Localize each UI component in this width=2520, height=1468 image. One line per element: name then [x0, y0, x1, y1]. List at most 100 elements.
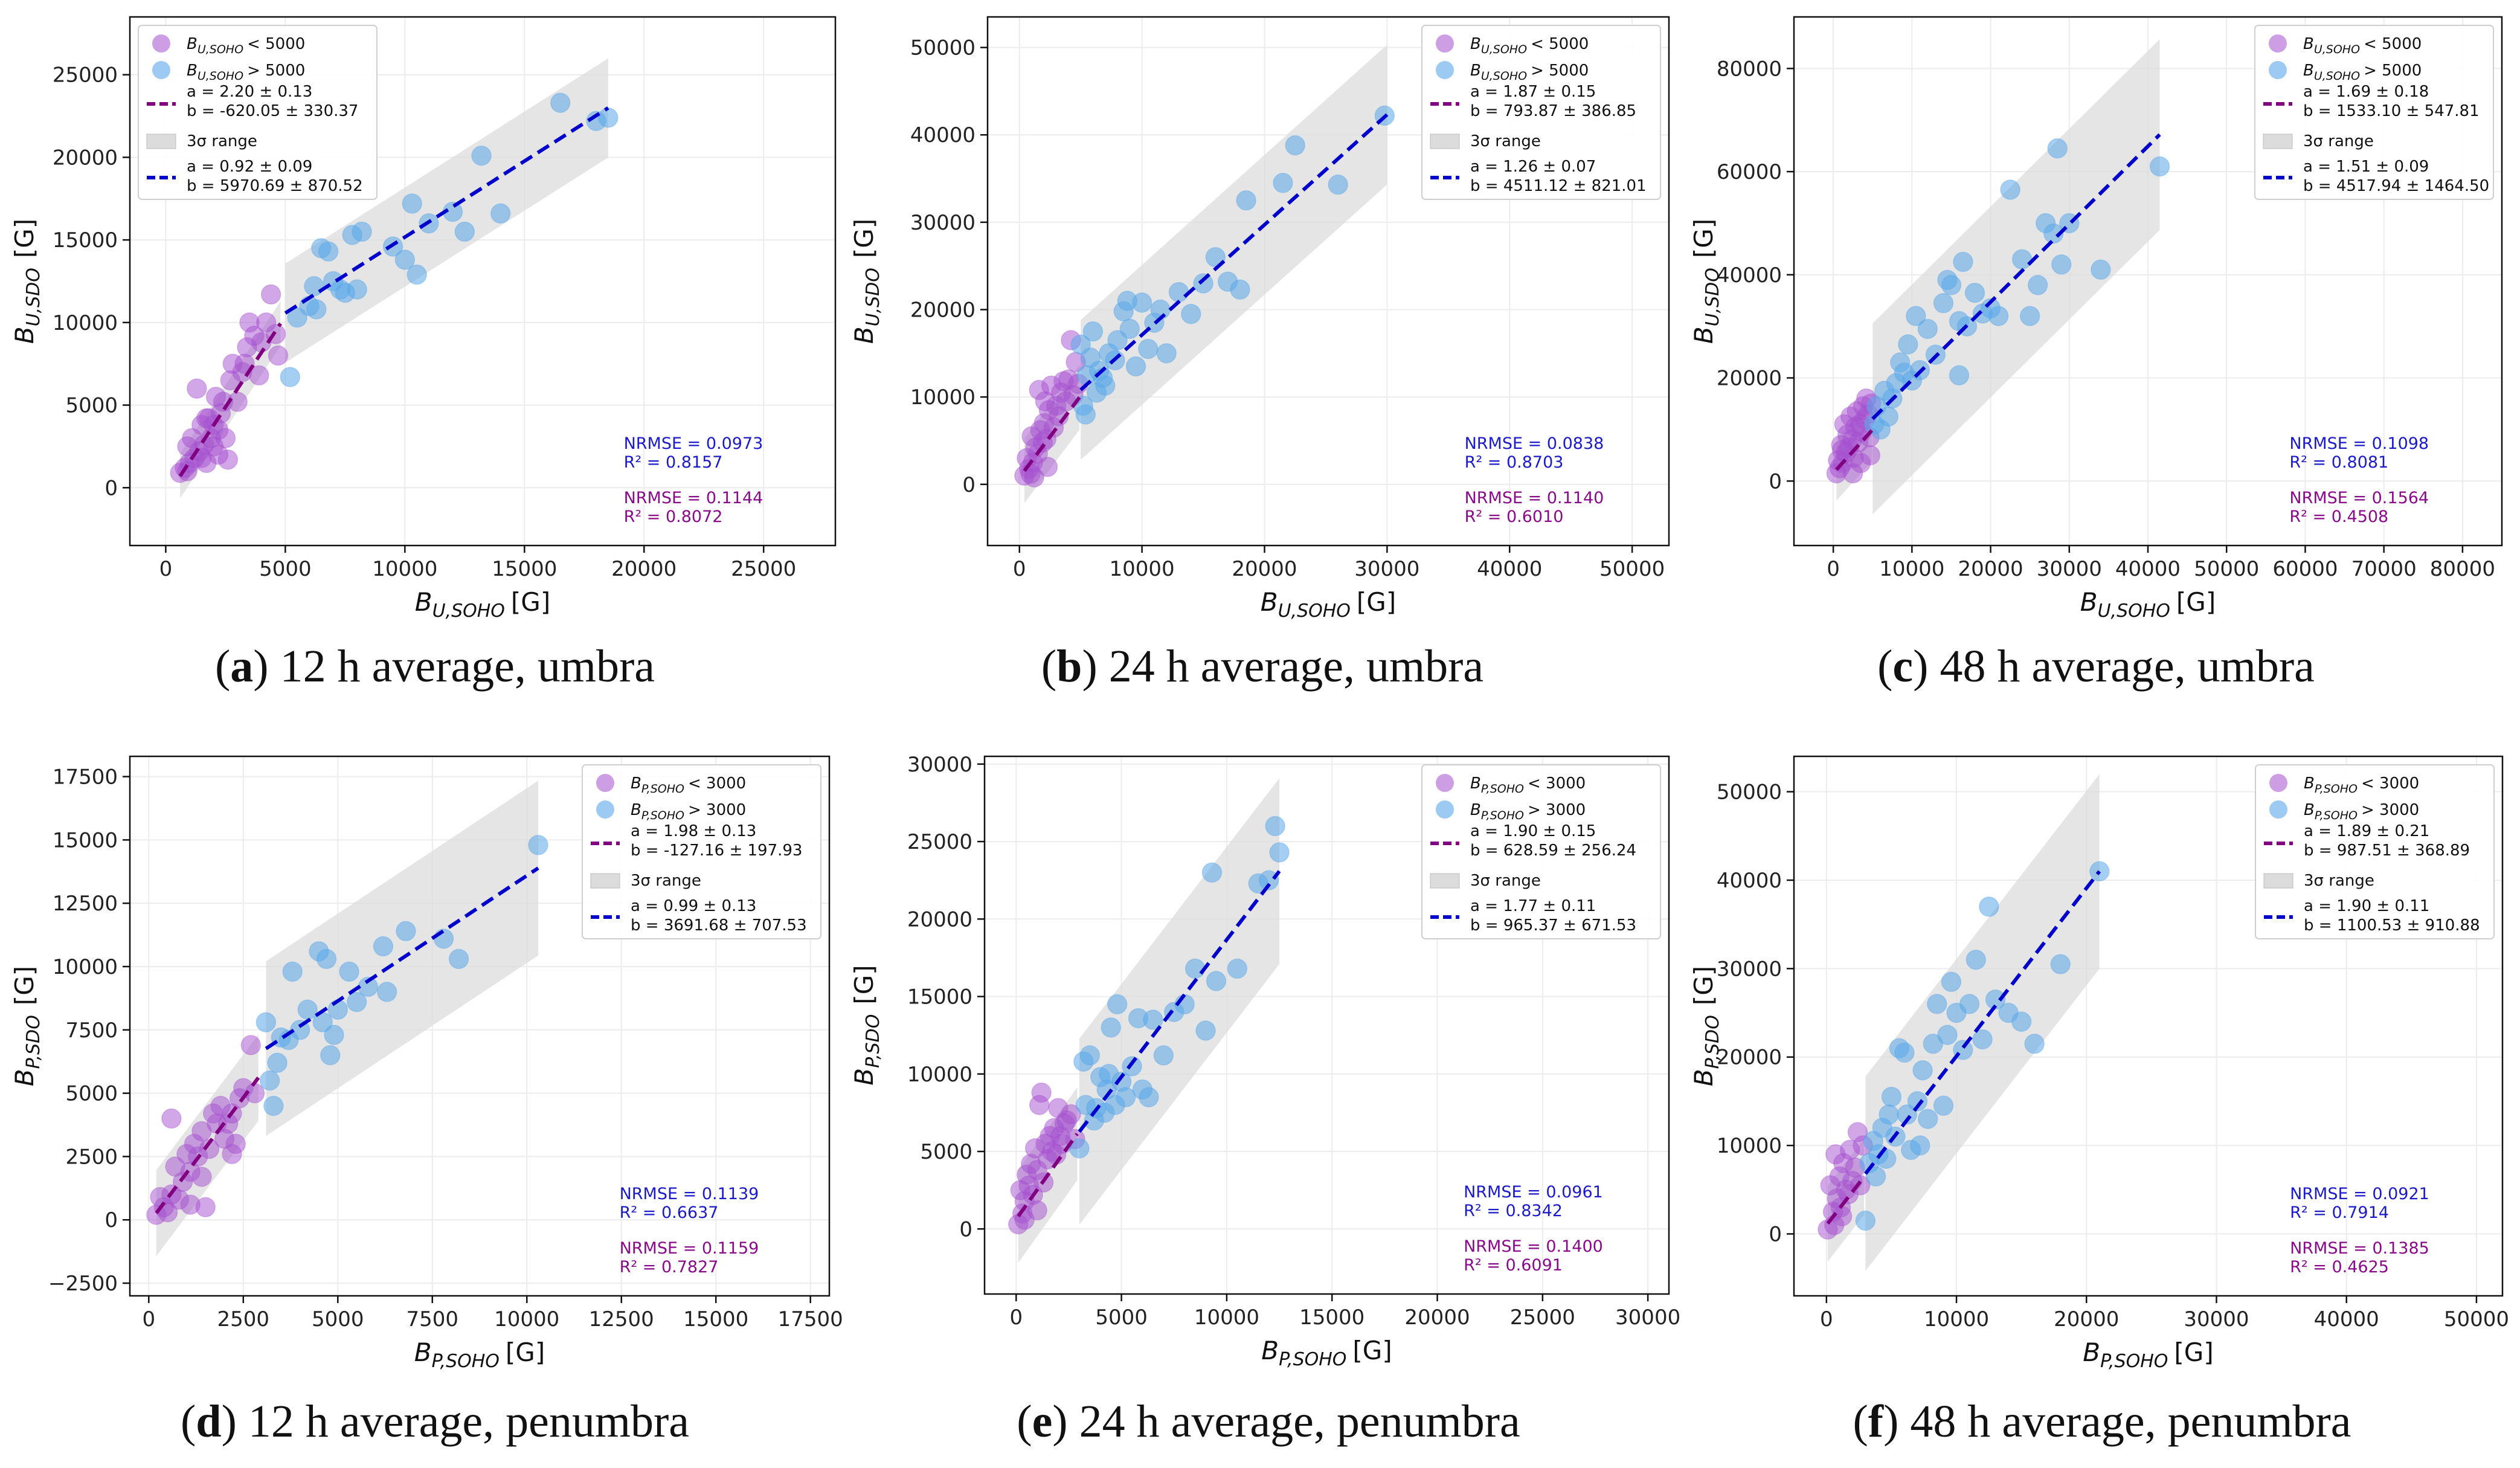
- data-point-high: [267, 1052, 288, 1074]
- y-tick-label: 15000: [53, 228, 118, 253]
- legend-label-high-sub: U,SOHO: [1481, 69, 1527, 83]
- y-tick-label: 30000: [910, 211, 976, 235]
- stat-low-nrmse: NRMSE = 0.1564: [2289, 489, 2429, 507]
- legend-band-swatch: [2263, 873, 2293, 889]
- data-point-high: [1865, 1166, 1886, 1187]
- legend-band-label: 3σ range: [2303, 132, 2374, 150]
- stat-high-nrmse: NRMSE = 0.0838: [1465, 434, 1604, 453]
- legend-label-high: BP,SOHO > 3000: [1470, 801, 1586, 822]
- data-point-low: [215, 428, 236, 449]
- caption-e: (e) 24 h average, penumbra: [1017, 1396, 1520, 1447]
- legend-fit-high-b: b = 1100.53 ± 910.88: [2304, 916, 2480, 935]
- data-point-high: [1273, 173, 1293, 193]
- data-point-high: [2027, 275, 2048, 295]
- legend-fit-high-b: b = 3691.68 ± 707.53: [631, 916, 807, 935]
- data-point-high: [1168, 282, 1189, 303]
- data-point-high: [1201, 862, 1223, 883]
- y-axis-label-main: B: [849, 326, 879, 344]
- x-tick-label: 12500: [589, 1307, 654, 1331]
- x-tick-label: 40000: [2314, 1307, 2379, 1331]
- data-point-high: [1181, 303, 1201, 324]
- caption-letter: a: [230, 641, 254, 692]
- data-point-low: [208, 444, 229, 465]
- x-axis-label-main: B: [414, 1338, 432, 1367]
- data-point-high: [335, 282, 356, 303]
- legend-label-high: BP,SOHO > 3000: [631, 801, 746, 822]
- caption-letter: c: [1892, 641, 1914, 692]
- fit-line-high: [1079, 113, 1389, 391]
- y-tick-label: 0: [104, 1208, 118, 1232]
- y-tick-label: 12500: [53, 892, 118, 916]
- data-point-low: [1031, 1082, 1052, 1103]
- axes-frame: [129, 16, 837, 547]
- axes-frame: [1793, 755, 2504, 1297]
- caption-text: 24 h average, penumbra: [1079, 1396, 1520, 1447]
- axes-frame: [986, 16, 1670, 547]
- data-point-high: [1139, 1087, 1159, 1108]
- fit-line-high: [1078, 870, 1281, 1133]
- data-point-high: [318, 241, 339, 262]
- data-point-high: [1096, 1079, 1117, 1100]
- y-tick-label: 10000: [53, 311, 118, 335]
- data-point-high: [2091, 259, 2111, 280]
- y-tick-label: −2500: [48, 1272, 118, 1296]
- y-axis-label-sub: U,SDO: [863, 268, 884, 326]
- y-tick-label: 15000: [907, 985, 972, 1009]
- legend-fit-low-b: b = 628.59 ± 256.24: [1470, 842, 1636, 860]
- data-point-high: [2024, 1034, 2045, 1054]
- legend-marker-low: [1436, 774, 1454, 792]
- caption-text: 12 h average, penumbra: [248, 1396, 690, 1447]
- legend-fit-high-a: a = 0.92 ± 0.09: [187, 158, 312, 176]
- data-point-high: [1230, 279, 1250, 300]
- data-point-high: [282, 961, 303, 982]
- legend-box: [1421, 25, 1661, 200]
- legend-marker-low: [596, 774, 614, 792]
- legend-label-low: BP,SOHO < 3000: [2304, 774, 2419, 796]
- data-point-high: [2019, 306, 2040, 326]
- data-point-high: [376, 982, 397, 1002]
- data-point-high: [324, 1025, 344, 1045]
- data-point-high: [1153, 1045, 1174, 1066]
- data-point-high: [1979, 897, 1999, 917]
- stat-high-r2: R² = 0.8081: [2289, 453, 2388, 472]
- y-tick-label: 25000: [53, 63, 118, 88]
- x-tick-label: 10000: [1194, 1305, 1259, 1330]
- data-point-high: [1985, 989, 2006, 1010]
- data-point-low: [1860, 445, 1881, 466]
- panel-e: 0 5000 10000 15000 20000 25000 30000 0 5000 10000…: [840, 743, 1680, 1468]
- grid: [985, 756, 1669, 1294]
- data-point-high: [1937, 269, 1958, 291]
- data-point-high: [407, 264, 427, 285]
- x-tick-label: 25000: [1510, 1305, 1575, 1330]
- legend-fit-low-a: a = 1.89 ± 0.21: [2304, 822, 2429, 840]
- legend-band-label: 3σ range: [631, 872, 701, 890]
- fit-line-high: [1864, 870, 2101, 1175]
- stat-high-r2: R² = 0.7914: [2290, 1203, 2389, 1222]
- y-axis-label-main: B: [1689, 326, 1718, 344]
- x-tick-label: 30000: [1354, 557, 1419, 581]
- x-axis-label-main: B: [1261, 1336, 1279, 1365]
- caption-d: (d) 12 h average, penumbra: [180, 1396, 690, 1447]
- data-point-high: [1917, 318, 1938, 340]
- legend-band-label: 3σ range: [187, 132, 257, 150]
- x-axis-label: BP,SOHO [G]: [2083, 1338, 2213, 1372]
- legend-label-low-main: B: [2304, 774, 2315, 793]
- data-point-high: [1941, 971, 1962, 993]
- data-point-high: [1876, 1148, 1897, 1169]
- data-point-low: [180, 1194, 201, 1215]
- y-tick-label: 0: [1769, 1223, 1782, 1247]
- axes-frame: [129, 755, 831, 1297]
- data-point-high: [1195, 1020, 1216, 1041]
- legend-fit-high-a: a = 1.90 ± 0.11: [2304, 897, 2429, 915]
- data-point-high: [1069, 1138, 1090, 1159]
- legend-label-low-rest: < 3000: [688, 774, 746, 793]
- chart-c: 0 10000 20000 30000 40000 50000 60000 70000 8000…: [1689, 16, 2503, 622]
- legend-label-low-sub: U,SOHO: [2314, 43, 2360, 56]
- data-point-low: [222, 1144, 242, 1164]
- data-point-high: [528, 834, 548, 855]
- legend-label-high-rest: > 3000: [1528, 801, 1586, 819]
- stat-low-r2: R² = 0.4508: [2289, 507, 2388, 526]
- fit-line-high: [265, 866, 539, 1051]
- stat-high-r2: R² = 0.8342: [1464, 1202, 1563, 1220]
